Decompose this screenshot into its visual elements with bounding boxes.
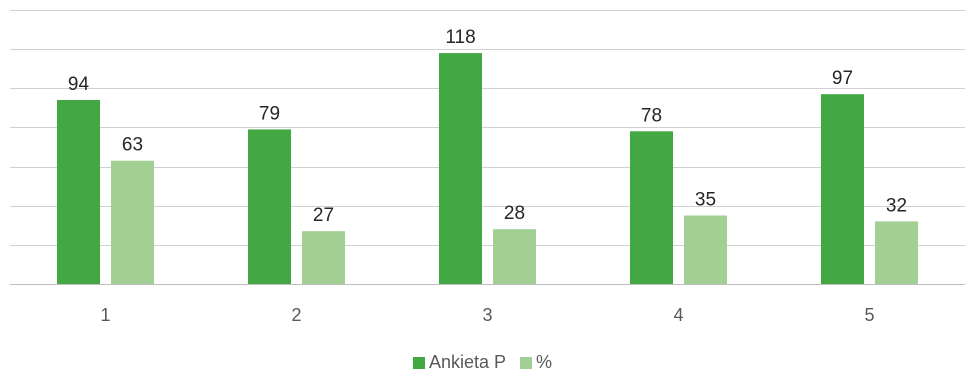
legend-item-series-1: Ankieta P xyxy=(412,352,507,373)
legend-swatch-series-1 xyxy=(412,356,425,369)
bars xyxy=(57,53,918,284)
data-label-series-1-cat-4: 78 xyxy=(641,105,662,126)
x-tick-label-2: 2 xyxy=(291,305,301,325)
gridlines xyxy=(10,10,965,285)
bar-series-2-cat-4 xyxy=(684,215,727,284)
bar-chart: 94 63 79 27 118 28 78 35 97 32 1 2 3 4 5 xyxy=(10,10,965,325)
legend-label-series-1: Ankieta P xyxy=(428,352,507,372)
legend-item-series-2: % xyxy=(520,352,552,373)
x-tick-label-4: 4 xyxy=(673,305,683,325)
data-label-series-2-cat-2: 27 xyxy=(313,205,334,226)
data-label-series-1-cat-2: 79 xyxy=(259,103,280,124)
legend-label-series-2: % xyxy=(536,352,553,372)
data-label-series-2-cat-3: 28 xyxy=(504,203,525,224)
data-label-series-2-cat-1: 63 xyxy=(122,135,143,156)
bar-series-1-cat-3 xyxy=(439,53,482,284)
bar-series-1-cat-1 xyxy=(57,100,100,284)
data-label-series-1-cat-1: 94 xyxy=(68,74,90,95)
legend: Ankieta P % xyxy=(0,352,965,373)
data-label-series-2-cat-4: 35 xyxy=(695,190,716,211)
bar-series-1-cat-2 xyxy=(248,129,291,284)
x-tick-label-1: 1 xyxy=(100,305,110,325)
data-labels: 94 63 79 27 118 28 78 35 97 32 xyxy=(68,27,907,226)
data-label-series-1-cat-5: 97 xyxy=(832,68,853,89)
bar-series-2-cat-2 xyxy=(302,231,345,284)
x-axis-ticks: 1 2 3 4 5 xyxy=(100,305,874,325)
data-label-series-2-cat-5: 32 xyxy=(886,195,907,216)
x-tick-label-3: 3 xyxy=(482,305,492,325)
bar-series-2-cat-3 xyxy=(493,229,536,284)
x-tick-label-5: 5 xyxy=(864,305,874,325)
data-label-series-1-cat-3: 118 xyxy=(445,27,475,48)
legend-swatch-series-2 xyxy=(520,356,533,369)
bar-series-1-cat-4 xyxy=(630,131,673,284)
bar-series-2-cat-5 xyxy=(875,221,918,284)
bar-series-2-cat-1 xyxy=(111,160,154,284)
bar-series-1-cat-5 xyxy=(821,94,864,284)
